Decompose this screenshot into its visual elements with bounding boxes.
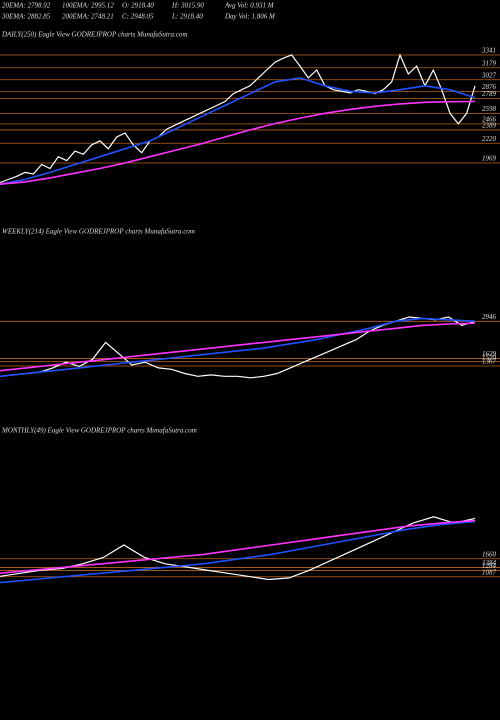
header-stat: O: 2918.40 <box>122 2 154 10</box>
header-stat: 30EMA: 2882.85 <box>1 13 51 21</box>
price-line <box>0 322 476 372</box>
panel-title: DAILY(250) Eagle View GODREJPROP charts … <box>1 31 187 39</box>
price-line <box>0 77 476 185</box>
header-stat: 200EMA: 2748.21 <box>62 13 114 21</box>
y-tick-label: 1969 <box>482 155 497 163</box>
header-stat: L: 2918.40 <box>171 13 203 21</box>
price-line <box>0 519 476 574</box>
y-tick-label: 3341 <box>481 47 496 55</box>
header-stat: H: 3015.90 <box>171 2 204 10</box>
panel-title: MONTHLY(49) Eagle View GODREJPROP charts… <box>1 427 197 435</box>
y-tick-label: 1520 <box>482 353 497 361</box>
y-tick-label: 1087 <box>482 568 497 576</box>
y-tick-label: 1660 <box>482 550 497 558</box>
panel-title: WEEKLY(214) Eagle View GODREJPROP charts… <box>2 228 195 236</box>
y-tick-label: 2876 <box>482 83 497 91</box>
y-tick-label: 1629 <box>482 350 497 358</box>
y-tick-label: 1367 <box>482 358 497 366</box>
y-tick-label: 1284 <box>482 562 497 570</box>
header-stat: 100EMA: 2995.12 <box>62 2 114 10</box>
y-tick-label: 2946 <box>482 313 497 321</box>
price-line <box>0 53 476 184</box>
y-tick-label: 2389 <box>482 122 497 130</box>
y-tick-label: 3027 <box>481 71 497 79</box>
header-stat: 20EMA: 2798.92 <box>2 2 51 10</box>
y-tick-label: 1384 <box>482 559 497 567</box>
y-tick-label: 2466 <box>482 116 497 124</box>
price-line <box>0 100 476 185</box>
price-line <box>0 317 476 378</box>
y-tick-label: 2789 <box>482 90 497 98</box>
header-stat: Avg Vol: 0.931 M <box>224 2 275 10</box>
y-tick-label: 3179 <box>481 59 497 67</box>
y-tick-label: 2598 <box>482 105 497 113</box>
header-stat: Day Vol: 1.806 M <box>224 13 276 21</box>
y-tick-label: 2220 <box>482 135 497 143</box>
price-line <box>0 520 476 584</box>
header-stat: C: 2948.05 <box>122 13 154 21</box>
